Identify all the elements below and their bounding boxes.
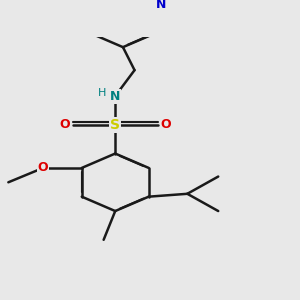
Text: S: S [110, 118, 120, 132]
Text: N: N [156, 0, 166, 11]
Text: H: H [98, 88, 106, 98]
Text: O: O [38, 161, 48, 174]
Text: N: N [110, 89, 120, 103]
Text: O: O [161, 118, 171, 131]
Text: O: O [59, 118, 70, 131]
